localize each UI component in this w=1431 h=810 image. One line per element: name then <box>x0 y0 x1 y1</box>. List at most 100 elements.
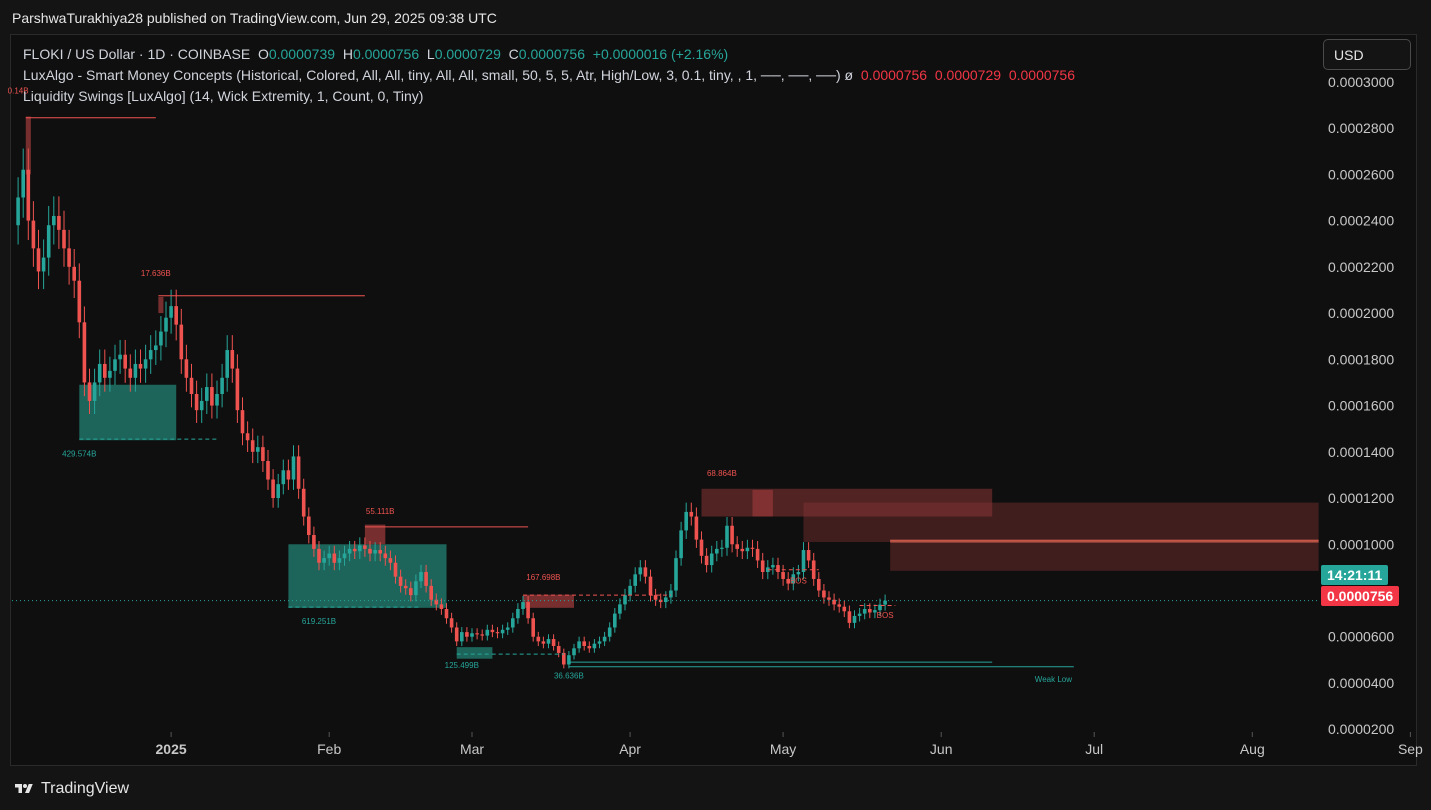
candle <box>31 201 36 267</box>
candle <box>46 205 51 276</box>
candle-body <box>123 354 127 369</box>
candle-body <box>266 461 270 480</box>
candle <box>429 579 433 606</box>
candle <box>521 595 525 615</box>
symbol-name[interactable]: FLOKI / US Dollar · 1D · COINBASE <box>23 46 251 62</box>
candle <box>669 584 673 604</box>
candle-body <box>261 447 265 462</box>
candle <box>801 542 806 580</box>
candle <box>628 579 632 602</box>
open-value: 0.0000739 <box>268 46 336 62</box>
candle <box>291 445 296 490</box>
y-tick-label: 0.0002800 <box>1328 120 1394 136</box>
candle-body <box>21 169 25 198</box>
candle <box>607 622 612 642</box>
candle-body <box>669 590 673 598</box>
candle-body <box>454 627 459 642</box>
candle <box>873 604 877 619</box>
footer-brand[interactable]: TradingView <box>12 778 129 800</box>
price-axis: 0.0003000 0.0002800 0.0002600 0.0002400 0.00… <box>1328 74 1394 737</box>
candle <box>57 196 61 249</box>
candle-body <box>337 558 342 563</box>
candle <box>179 308 184 374</box>
candle-body <box>709 553 714 566</box>
change-value: +0.0000016 (+2.16%) <box>592 46 729 62</box>
candle-body <box>77 280 82 323</box>
candle-body <box>868 608 872 613</box>
candle <box>709 545 714 573</box>
candle-body <box>199 400 204 411</box>
candle-body <box>194 393 199 411</box>
candle <box>235 354 240 423</box>
candle-body <box>419 572 423 582</box>
candle <box>414 574 418 602</box>
candle-body <box>250 440 255 452</box>
indicator-1-value: 0.0000729 <box>934 67 1002 83</box>
candle-body <box>837 604 841 607</box>
candle-body <box>184 359 189 378</box>
x-tick-label: Jun <box>930 741 953 757</box>
candle-body <box>87 382 92 401</box>
candle-body <box>424 572 428 586</box>
candle-body <box>393 562 398 577</box>
candle <box>786 572 790 591</box>
candle <box>409 581 413 602</box>
candle <box>454 622 459 647</box>
candle <box>862 603 867 620</box>
supply-zone <box>701 488 993 517</box>
y-tick-label: 0.0000400 <box>1328 675 1394 691</box>
candle <box>852 610 857 629</box>
legend-indicator-2[interactable]: Liquidity Swings [LuxAlgo] (14, Wick Ext… <box>23 88 424 104</box>
legend-indicator-1[interactable]: LuxAlgo - Smart Money Concepts (Historic… <box>23 65 1075 86</box>
candle-body <box>653 595 658 600</box>
candle-body <box>143 359 148 369</box>
candle <box>164 301 168 348</box>
candle <box>536 631 541 647</box>
candle-body <box>791 574 796 584</box>
candle <box>546 634 551 649</box>
candle <box>363 537 367 557</box>
candle-body <box>704 555 709 566</box>
chart-annotation: 619.251B <box>302 617 336 626</box>
chart-annotation: 125.499B <box>445 661 479 670</box>
candle <box>500 624 505 639</box>
candle-body <box>307 516 311 536</box>
candle <box>92 368 97 415</box>
candle <box>403 579 408 595</box>
candle <box>419 564 423 589</box>
x-tick-label: Mar <box>460 741 484 757</box>
y-tick-label: 0.0001600 <box>1328 398 1394 414</box>
candle <box>327 545 331 566</box>
candle <box>108 356 112 392</box>
chart-annotation: 36.636B <box>554 671 584 680</box>
candle-body <box>592 643 597 649</box>
candle-body <box>786 578 790 584</box>
candle-body <box>322 558 326 563</box>
close-value: 0.0000756 <box>518 46 585 62</box>
candle <box>771 557 775 575</box>
candle-body <box>740 548 745 552</box>
candle-body <box>220 377 224 394</box>
candle <box>760 552 765 580</box>
candle-body <box>587 645 592 649</box>
chart-annotation: 0.14B <box>8 86 29 95</box>
candle-body <box>342 553 347 559</box>
candle-body <box>715 548 719 554</box>
candle <box>776 557 780 580</box>
candle <box>41 239 46 290</box>
y-tick-label: 0.0002600 <box>1328 166 1394 182</box>
candle-body <box>26 169 31 221</box>
candle <box>276 473 280 508</box>
candle <box>261 435 265 473</box>
candle-body <box>301 488 306 517</box>
candle <box>618 598 622 620</box>
candle-body <box>720 547 724 549</box>
candle <box>460 627 464 647</box>
candle-body <box>189 377 194 394</box>
candle-body <box>215 393 219 406</box>
supply-zone <box>364 524 386 545</box>
currency-button[interactable]: USD <box>1323 39 1411 70</box>
candle-body <box>490 629 495 633</box>
candle <box>286 459 291 490</box>
